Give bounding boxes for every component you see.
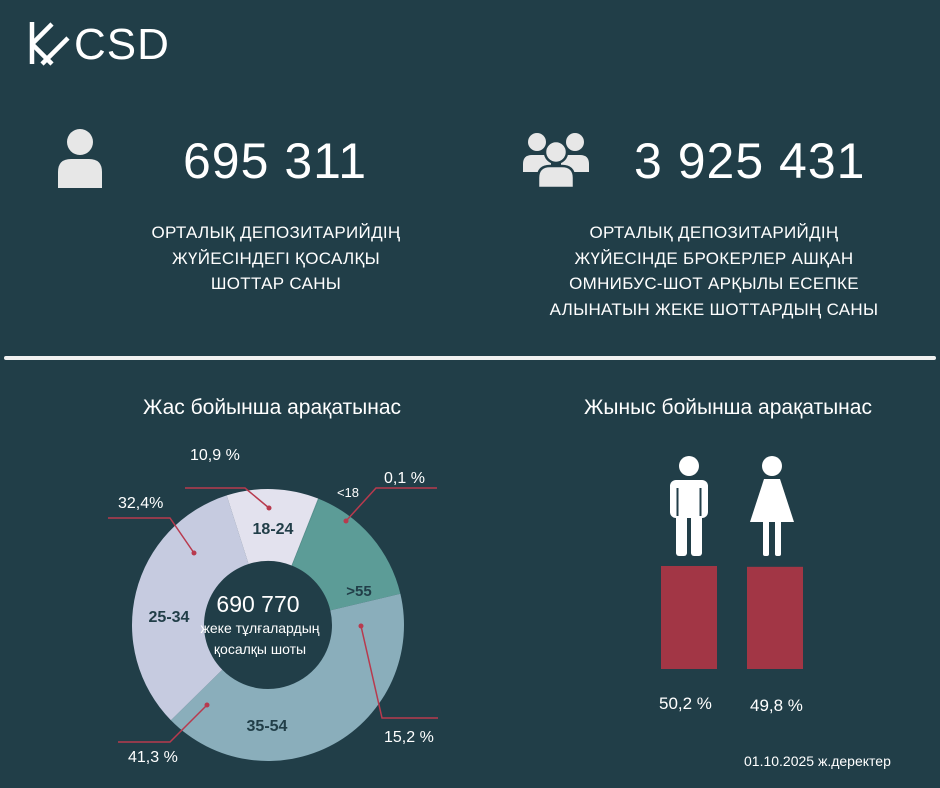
donut-slice-25-34 [131,495,249,721]
age-chart-title: Жас бойынша арақатынас [142,396,402,419]
gender-bar-female [747,566,803,669]
donut-slice-18-24 [226,489,319,566]
leader-line-over-55 [360,625,438,719]
donut-slice-under-18 [291,498,319,566]
slice-label-over-55: >55 [346,583,371,600]
omnibus-accounts-count: 3 925 431 [634,133,866,189]
gender-chart-title: Жыныс бойынша арақатынас [584,396,872,419]
data-date: 01.10.2025 ж.деректер [744,753,891,769]
pct-label-25-34: 32,4% [118,495,163,512]
brand-name: CSD [74,20,170,69]
donut-slice-over-55 [291,498,401,611]
pct-label-under-18: 0,1 % [384,470,425,487]
male-value-label: 50,2 % [659,694,712,713]
people-group-icon [523,133,589,188]
slice-label-under-18: <18 [337,485,359,500]
leader-line-35-54 [118,704,208,743]
woman-icon [750,456,794,556]
man-icon [670,456,708,556]
donut-center-caption-1: жеке тұлғалардың [201,620,320,636]
pct-label-18-24: 10,9 % [190,447,240,464]
person-icon [58,129,102,188]
leader-dot-35-54 [204,702,210,708]
gender-bar-chart [661,566,803,669]
omnibus-accounts-caption: ОРТАЛЫҚ ДЕПОЗИТАРИЙДІҢ ЖҮЙЕСІНДЕ БРОКЕРЛ… [549,223,879,319]
donut-center-value: 690 770 [216,591,299,617]
leader-line-under-18 [345,487,437,522]
pct-label-35-54: 41,3 % [128,749,178,766]
slice-label-18-24: 18-24 [253,521,294,538]
leader-line-25-34 [108,517,195,554]
leader-dot-18-24 [266,505,272,511]
leader-dot-under-18 [343,518,349,524]
age-donut-chart: 18-24 >55 25-34 35-54 <18 690 770 жеке тұлғала… [108,447,438,766]
leader-dot-25-34 [191,550,197,556]
sub-accounts-caption: ОРТАЛЫҚ ДЕПОЗИТАРИЙДІҢ ЖҮЙЕСІНДЕГІ ҚОСАЛ… [151,223,401,293]
donut-slice-35-54 [170,593,404,761]
pct-label-over-55: 15,2 % [384,729,434,746]
gender-bar-male [661,566,717,669]
donut-center-caption-2: қосалқы шоты [214,641,306,657]
slice-label-25-34: 25-34 [149,609,190,626]
slice-label-35-54: 35-54 [247,718,288,735]
sub-accounts-count: 695 311 [183,133,368,189]
section-divider [4,356,936,360]
leader-line-18-24 [185,487,270,509]
leader-dot-over-55 [358,623,364,629]
csd-logo-mark [29,22,70,66]
female-value-label: 49,8 % [750,696,803,715]
